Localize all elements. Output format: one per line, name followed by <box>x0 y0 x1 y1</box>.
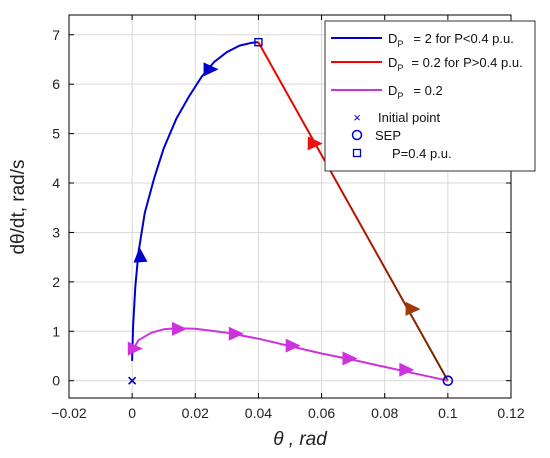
direction-arrow <box>405 301 421 316</box>
direction-arrow <box>399 362 415 377</box>
y-tick-label: 3 <box>52 224 60 240</box>
direction-arrows <box>127 62 421 377</box>
direction-arrow <box>203 62 219 77</box>
x-tick-label: −0.02 <box>51 405 87 421</box>
series <box>131 41 449 382</box>
y-tick-label: 2 <box>52 274 60 290</box>
direction-arrow <box>133 247 148 263</box>
legend-marker-p-point <box>352 148 362 158</box>
y-tick-label: 6 <box>52 76 60 92</box>
y-axis-ticks: 0 1 2 3 4 5 6 7 <box>52 27 511 389</box>
x-tick-label: 0.04 <box>245 405 272 421</box>
legend-marker-initial-point: × <box>353 110 361 125</box>
series-line-0 <box>131 41 259 361</box>
x-tick-label: 0.08 <box>371 405 398 421</box>
legend-label-series-0: DP = 2 for P<0.4 p.u. <box>388 31 514 49</box>
direction-arrow <box>127 341 143 356</box>
y-axis-label: dθ/dt, rad/s <box>8 159 29 254</box>
y-tick-label: 1 <box>52 323 60 339</box>
markers <box>128 37 454 387</box>
legend: DP = 2 for P<0.4 p.u. DP = 0.2 for P>0.4 p… <box>324 20 536 172</box>
y-tick-label: 4 <box>52 175 60 191</box>
y-tick-label: 5 <box>52 126 60 142</box>
direction-arrow <box>285 338 301 353</box>
legend-label-p-point: P=0.4 p.u. <box>392 146 452 161</box>
legend-label-initial-point: Initial point <box>378 110 441 125</box>
x-tick-label: 0.1 <box>438 405 458 421</box>
y-tick-label: 7 <box>52 27 60 43</box>
x-tick-label: 0.02 <box>182 405 209 421</box>
direction-arrow <box>342 351 358 366</box>
legend-box <box>324 20 536 172</box>
x-tick-label: 0.06 <box>308 405 335 421</box>
p-point-marker <box>254 37 263 47</box>
x-axis-ticks: −0.02 0 0.02 0.04 0.06 0.08 0.1 0.12 <box>51 15 525 421</box>
y-tick-label: 0 <box>52 373 60 389</box>
plot-area <box>68 14 512 399</box>
x-tick-label: 0.12 <box>497 405 524 421</box>
series-line-2 <box>131 327 449 382</box>
direction-arrow <box>172 321 187 336</box>
legend-label-series-2: DP = 0.2 <box>388 83 443 101</box>
series-line-1 <box>257 41 449 382</box>
direction-arrow <box>307 136 323 151</box>
legend-label-sep: SEP <box>375 128 401 143</box>
legend-label-series-1: DP = 0.2 for P>0.4 p.u. <box>388 55 523 73</box>
x-tick-label: 0 <box>128 405 136 421</box>
direction-arrow <box>228 326 244 341</box>
x-axis-label: θ , rad <box>273 429 328 450</box>
sep-marker <box>442 375 454 387</box>
legend-marker-sep <box>351 129 363 141</box>
initial-point-marker <box>128 376 137 385</box>
